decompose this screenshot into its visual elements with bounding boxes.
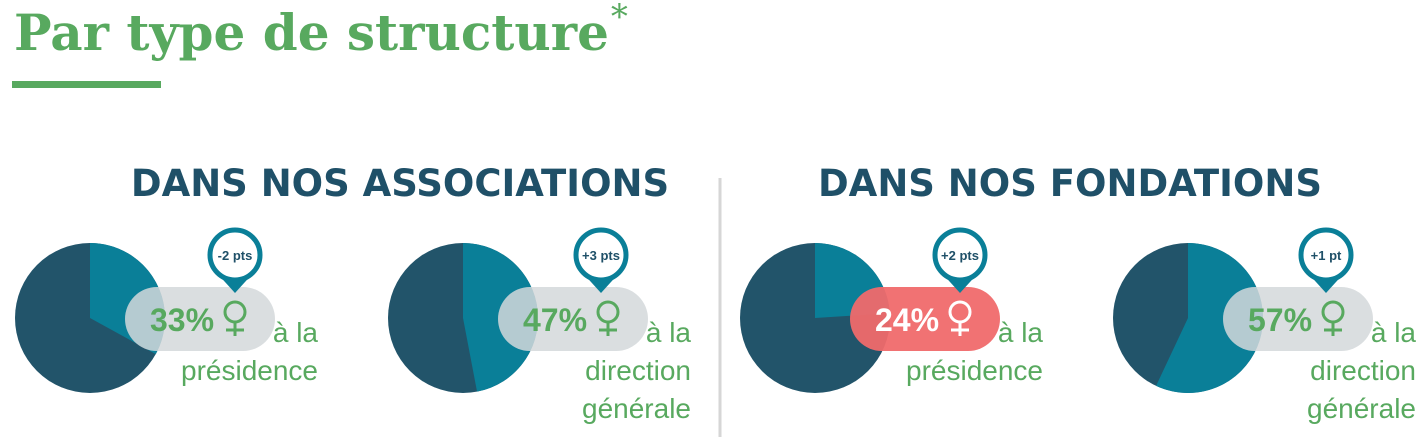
caption-line: direction [1310,355,1416,386]
female-icon [226,322,244,336]
change-pin [207,227,263,283]
caption-line: générale [1307,393,1416,424]
change-label: -2 pts [218,248,253,263]
pie-slice [1156,243,1263,393]
caption-line: à la [646,317,692,348]
caption-line: à la [998,317,1044,348]
caption-line: direction [585,355,691,386]
caption-line: générale [582,393,691,424]
caption-line: à la [1371,317,1417,348]
caption-line: à la [273,317,319,348]
change-pin [573,227,629,283]
percent-label: 47% [523,302,587,338]
female-icon [951,322,969,336]
percent-label: 33% [150,302,214,338]
change-label: +2 pts [941,248,979,263]
caption-line: présidence [181,355,318,386]
percent-label: 57% [1248,302,1312,338]
percent-label: 24% [875,302,939,338]
change-pin [1298,227,1354,283]
change-label: +3 pts [582,248,620,263]
title-underline [12,81,161,88]
caption-line: présidence [906,355,1043,386]
section-heading: DANS NOS ASSOCIATIONS [131,162,669,205]
section-heading: DANS NOS FONDATIONS [818,162,1322,205]
asterisk: * [611,0,628,37]
change-label: +1 pt [1311,248,1342,263]
page-title: Par type de structure [14,3,609,62]
female-icon [1324,322,1342,336]
female-icon [599,322,617,336]
change-pin [932,227,988,283]
